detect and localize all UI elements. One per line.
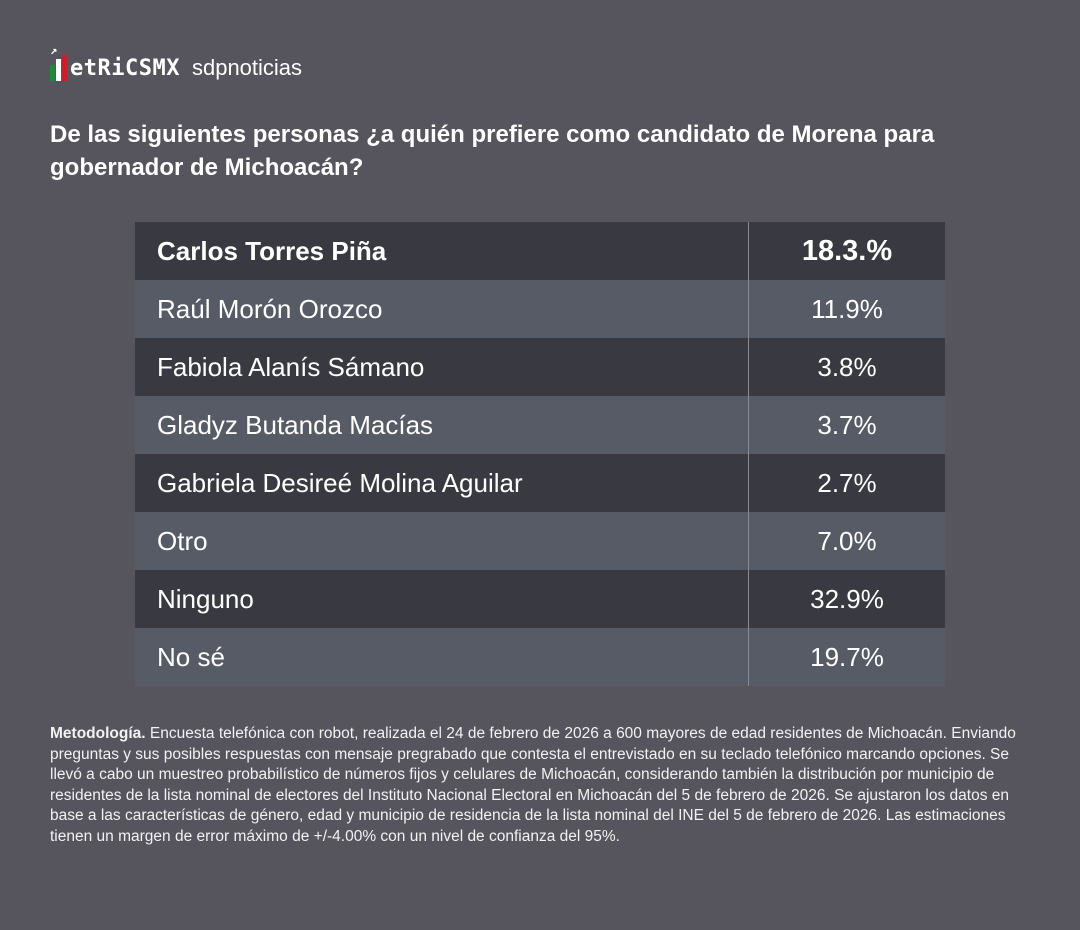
candidate-name: Otro — [157, 525, 208, 556]
table-row: Raúl Morón Orozco 11.9% — [135, 280, 945, 338]
candidate-percentage: 3.7% — [748, 396, 945, 454]
candidate-percentage: 32.9% — [748, 570, 945, 628]
table-row: Gabriela Desireé Molina Aguilar 2.7% — [135, 454, 945, 512]
candidate-percentage: 19.7% — [748, 628, 945, 686]
methodology-label: Metodología. — [50, 725, 146, 742]
table-row: Otro 7.0% — [135, 512, 945, 570]
methodology: Metodología. Encuesta telefónica con rob… — [50, 724, 1040, 847]
table-row: Carlos Torres Piña 18.3.% — [135, 222, 945, 280]
results-table: Carlos Torres Piña 18.3.% Raúl Morón Orozc… — [135, 222, 945, 686]
logo: ↗ etRiCSMX sdpnoticias — [50, 43, 303, 88]
candidate-name: Gabriela Desireé Molina Aguilar — [157, 467, 523, 498]
table-row: Ninguno 32.9% — [135, 570, 945, 628]
candidate-name: Fabiola Alanís Sámano — [157, 351, 425, 382]
candidate-percentage: 18.3.% — [748, 222, 945, 280]
candidate-percentage: 2.7% — [748, 454, 945, 512]
candidate-name: Raúl Morón Orozco — [157, 293, 383, 324]
table-row: No sé 19.7% — [135, 628, 945, 686]
candidate-name: Carlos Torres Piña — [157, 235, 387, 266]
candidate-name: No sé — [157, 641, 225, 672]
flag-bars-icon: ↗ — [50, 43, 68, 81]
table-row: Gladyz Butanda Macías 3.7% — [135, 396, 945, 454]
metricsmx-logo: ↗ etRiCSMX — [50, 43, 180, 81]
candidate-name: Ninguno — [157, 583, 254, 614]
metricsmx-text: etRiCSMX — [70, 56, 180, 81]
candidate-percentage: 7.0% — [748, 512, 945, 570]
candidate-percentage: 11.9% — [748, 280, 945, 338]
question-title: De las siguientes personas ¿a quién pref… — [50, 121, 935, 181]
candidate-percentage: 3.8% — [748, 338, 945, 396]
methodology-text: Encuesta telefónica con robot, realizada… — [50, 725, 1016, 845]
table-row: Fabiola Alanís Sámano 3.8% — [135, 338, 945, 396]
sdpnoticias-logo: sdpnoticias — [191, 55, 303, 80]
candidate-name: Gladyz Butanda Macías — [157, 409, 434, 440]
trend-arrow-icon: ↗ — [50, 43, 58, 57]
